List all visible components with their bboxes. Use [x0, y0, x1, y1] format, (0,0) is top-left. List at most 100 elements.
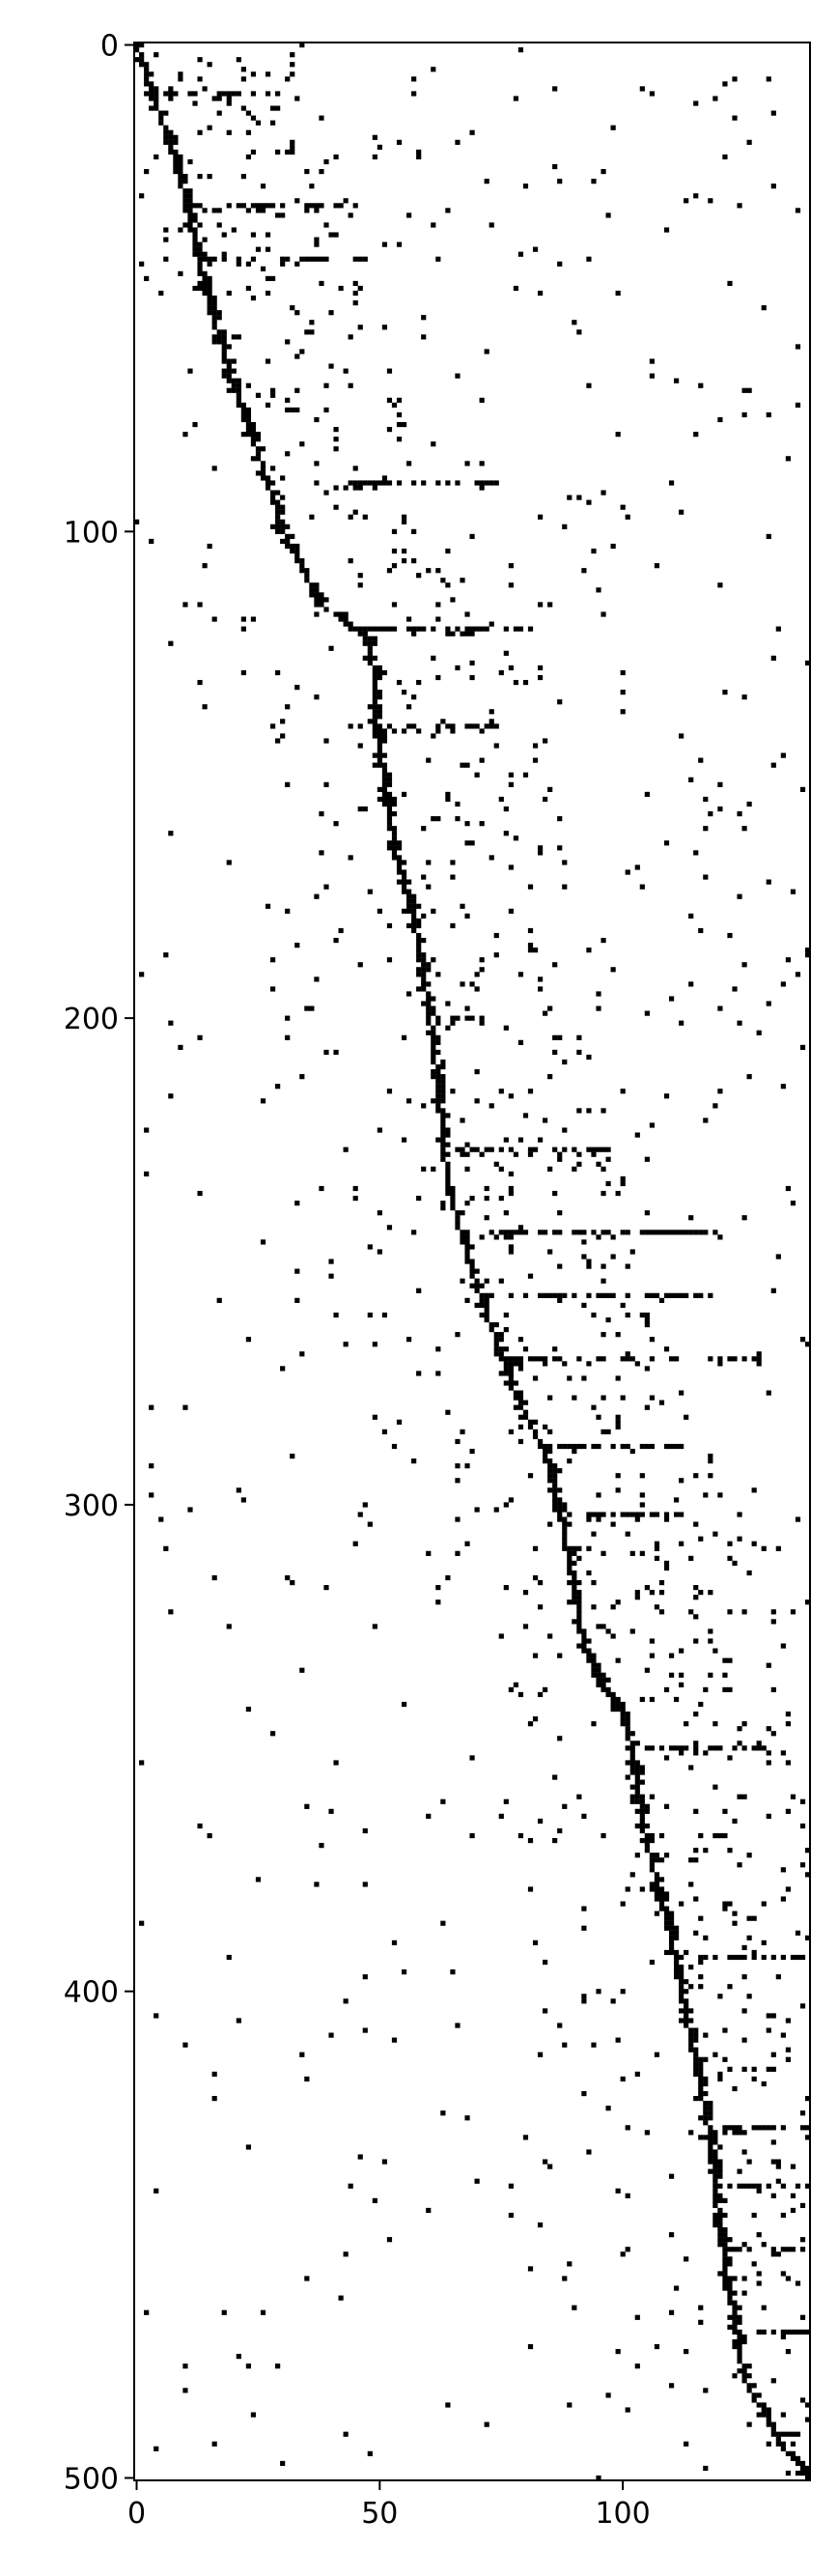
matrix-cell-410: [440, 1151, 446, 1157]
matrix-cell-921: [304, 203, 310, 209]
matrix-cell-1793: [596, 1005, 601, 1011]
matrix-cell-2334: [722, 2027, 728, 2033]
matrix-cell-2022: [455, 1463, 461, 1469]
matrix-cell-212: [338, 616, 344, 622]
matrix-cell-387: [435, 1089, 441, 1094]
matrix-cell-359: [431, 1005, 436, 1011]
matrix-cell-719: [679, 2018, 684, 2024]
matrix-cell-1150: [756, 1356, 762, 1362]
matrix-cell-1328: [245, 129, 252, 135]
y-tick-label-300: 300: [64, 1489, 119, 1523]
matrix-cell-1757: [804, 952, 811, 958]
matrix-cell-223: [372, 640, 377, 646]
matrix-cell-1491: [741, 411, 747, 418]
matrix-cell-708: [679, 1989, 684, 1995]
matrix-cell-370: [435, 1039, 441, 1045]
matrix-cell-2451: [634, 2314, 640, 2320]
matrix-cell-1859: [513, 1151, 518, 1157]
matrix-cell-2098: [591, 1579, 597, 1586]
matrix-cell-1550: [207, 543, 212, 550]
matrix-cell-740: [703, 2076, 709, 2082]
matrix-cell-1753: [586, 948, 592, 953]
matrix-cell-1703: [537, 845, 544, 851]
matrix-cell-1376: [216, 208, 222, 213]
matrix-cell-2459: [785, 2348, 792, 2355]
matrix-cell-2358: [770, 2066, 776, 2072]
matrix-cell-1187: [654, 1512, 660, 1517]
matrix-cell-558: [572, 1595, 577, 1600]
matrix-cell-733: [693, 2061, 699, 2067]
matrix-cell-2435: [304, 2276, 310, 2281]
matrix-cell-786: [717, 2207, 723, 2214]
matrix-cell-1696: [741, 826, 747, 832]
matrix-cell-1388: [489, 222, 494, 228]
matrix-cell-471: [493, 1346, 499, 1352]
matrix-cell-837: [737, 2338, 742, 2345]
matrix-cell-415: [445, 1171, 451, 1176]
matrix-cell-1050: [601, 1146, 606, 1152]
matrix-cell-787: [717, 2212, 723, 2219]
matrix-cell-2062: [698, 1536, 704, 1542]
matrix-cell-2283: [751, 1915, 757, 1921]
matrix-cell-1740: [386, 922, 393, 929]
matrix-cell-176: [280, 524, 286, 529]
matrix-cell-1381: [348, 212, 353, 218]
matrix-cell-2479: [484, 2421, 489, 2427]
matrix-cell-1480: [386, 397, 393, 403]
matrix-cell-642: [644, 1808, 650, 1814]
matrix-cell-1095: [537, 1292, 544, 1298]
matrix-cell-2439: [756, 2280, 762, 2286]
matrix-cell-2013: [391, 1443, 398, 1450]
matrix-cell-2142: [708, 1638, 713, 1644]
matrix-cell-611: [625, 1731, 630, 1737]
matrix-cell-2161: [513, 1682, 518, 1687]
matrix-cell-1652: [426, 757, 432, 763]
matrix-cell-1240: [799, 2125, 806, 2131]
matrix-cell-1113: [668, 1292, 675, 1298]
matrix-cell-1900: [503, 1210, 509, 1216]
matrix-cell-1250: [766, 2183, 771, 2189]
matrix-cell-133: [236, 402, 241, 408]
matrix-cell-2172: [537, 1691, 544, 1698]
matrix-cell-750: [708, 2106, 713, 2111]
matrix-cell-411: [445, 1151, 451, 1157]
matrix-cell-858: [756, 2402, 762, 2408]
matrix-cell-514: [552, 1468, 558, 1474]
matrix-cell-248: [377, 709, 382, 715]
matrix-cell-286: [381, 801, 388, 807]
matrix-cell-1308: [712, 96, 718, 101]
matrix-cell-2175: [673, 1696, 680, 1703]
matrix-cell-742: [703, 2081, 709, 2087]
matrix-cell-1166: [639, 1443, 645, 1450]
matrix-cell-1443: [309, 320, 315, 326]
matrix-cell-1383: [605, 212, 611, 218]
matrix-cell-737: [693, 2071, 699, 2077]
matrix-cell-1988: [620, 1395, 626, 1401]
matrix-cell-1787: [445, 1001, 451, 1006]
matrix-cell-1274: [785, 2431, 792, 2437]
matrix-cell-1352: [552, 163, 558, 170]
matrix-cell-1695: [703, 826, 709, 832]
matrix-cell-511: [547, 1463, 553, 1469]
matrix-cell-98: [211, 315, 217, 321]
matrix-cell-441: [469, 1263, 475, 1269]
matrix-cell-105: [221, 334, 227, 340]
matrix-cell-675: [663, 1896, 670, 1902]
matrix-cell-1253: [804, 2183, 811, 2189]
matrix-cell-1447: [304, 329, 310, 335]
matrix-cell-2384: [770, 2139, 776, 2145]
matrix-cell-1230: [732, 2130, 738, 2136]
matrix-cell-722: [693, 2027, 699, 2033]
matrix-cell-434: [464, 1239, 470, 1245]
matrix-cell-2060: [625, 1531, 630, 1537]
matrix-cell-1206: [732, 1745, 738, 1751]
matrix-cell-2102: [503, 1585, 509, 1591]
matrix-cell-150: [255, 446, 262, 452]
matrix-cell-1315: [216, 110, 222, 116]
matrix-cell-932: [211, 256, 217, 262]
matrix-cell-946: [352, 256, 358, 262]
matrix-cell-1219: [741, 1954, 747, 1961]
matrix-cell-1196: [673, 1745, 680, 1751]
matrix-cell-1238: [770, 2125, 776, 2131]
